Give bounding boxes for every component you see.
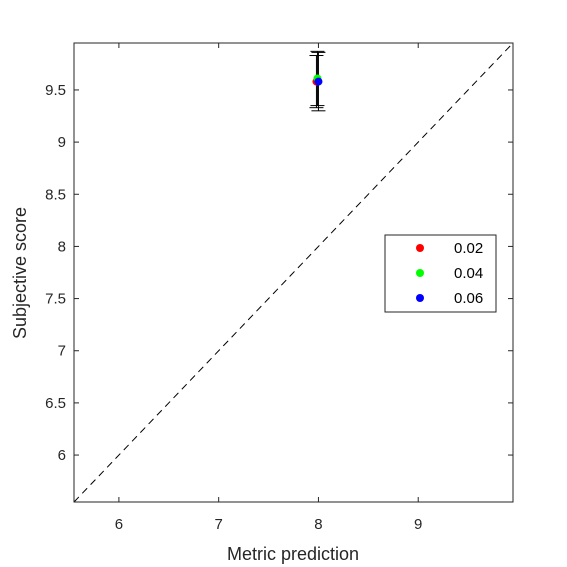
legend-box	[384, 234, 497, 313]
reference-line	[73, 42, 514, 503]
legend-marker	[416, 244, 424, 252]
x-tick-label: 7	[214, 516, 222, 533]
legend-label: 0.06	[454, 290, 483, 307]
y-tick-label: 8	[58, 238, 66, 255]
legend-marker	[416, 294, 424, 302]
axes-box	[73, 42, 514, 503]
y-tick-label: 9	[58, 134, 66, 151]
x-axis-label: Metric prediction	[227, 544, 359, 564]
data-point	[314, 77, 323, 86]
x-tick-label: 9	[414, 516, 422, 533]
y-tick-label: 8.5	[45, 186, 66, 203]
y-tick-label: 7	[58, 343, 66, 360]
legend-marker	[416, 269, 424, 277]
x-tick-label: 8	[314, 516, 322, 533]
legend-label: 0.02	[454, 240, 483, 257]
y-tick-label: 6	[58, 447, 66, 464]
y-axis-label: Subjective score	[10, 207, 30, 339]
y-tick-label: 6.5	[45, 395, 66, 412]
y-tick-label: 9.5	[45, 82, 66, 99]
legend-label: 0.04	[454, 265, 483, 282]
x-tick-label: 6	[115, 516, 123, 533]
plot-area: 6 7 8 9 6 6.5 7 7.5 8 8.5 9 9.5 0.02 0.04 0.06	[45, 42, 514, 533]
y-tick-label: 7.5	[45, 291, 66, 308]
